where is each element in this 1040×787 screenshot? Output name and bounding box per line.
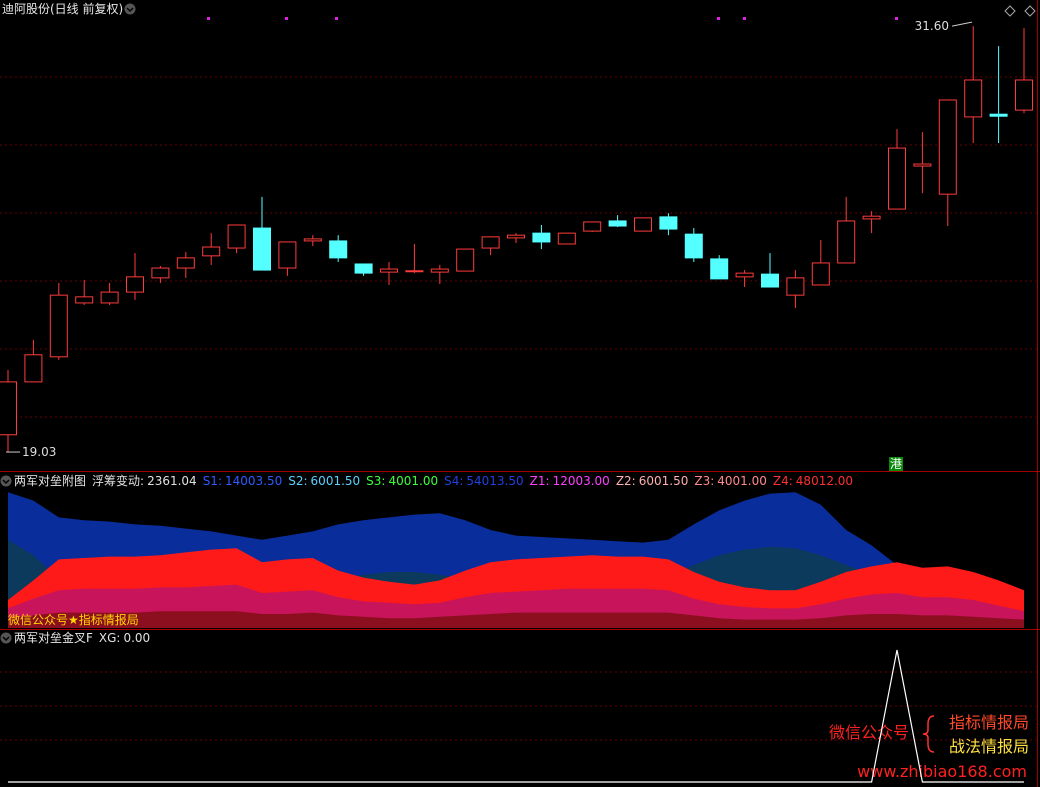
candle-body xyxy=(303,238,322,242)
collapse-icon[interactable] xyxy=(0,475,12,487)
candle-body xyxy=(354,263,373,274)
panel-title: 两军对垒附图 xyxy=(14,474,87,488)
badge: 港 xyxy=(890,457,902,471)
candle-body xyxy=(278,241,297,269)
candle-body xyxy=(100,291,119,304)
candle-body xyxy=(151,267,170,279)
collapse-chevron xyxy=(126,7,134,13)
readout-name: S3: xyxy=(366,474,386,488)
watermark-name1: 指标情报局 xyxy=(949,713,1029,732)
readout-value: 12003.00 xyxy=(552,474,610,488)
candle-body xyxy=(888,147,906,210)
readout-value: 54013.50 xyxy=(466,474,524,488)
candle-body xyxy=(608,220,627,227)
brace xyxy=(922,715,935,753)
candle-body xyxy=(202,246,221,257)
readout-name: S2: xyxy=(288,474,308,488)
candle-body xyxy=(837,220,856,264)
readout-name: Z1: xyxy=(529,474,550,488)
candle-body xyxy=(253,227,271,271)
candle-body xyxy=(430,268,449,273)
candle-body xyxy=(49,294,68,358)
panel-header: 两军对垒金叉F XG: 0.00 xyxy=(14,631,156,645)
candle-body xyxy=(557,232,576,245)
readout-name: XG: xyxy=(98,631,121,645)
candle-body xyxy=(634,217,652,232)
panel-caption: 微信公众号★指标情报局 xyxy=(8,612,139,627)
candle-body xyxy=(329,240,348,259)
candle-body xyxy=(938,99,957,195)
candle-body xyxy=(405,270,424,273)
candle-body xyxy=(126,276,144,293)
collapse-chevron xyxy=(2,636,10,642)
watermark-url: www.zhibiao168.com xyxy=(857,762,1027,781)
candle-body xyxy=(761,273,779,288)
candle-body xyxy=(862,215,881,220)
area xyxy=(8,611,1024,628)
candle-body xyxy=(735,272,754,278)
candle-body xyxy=(0,381,17,436)
candle-body xyxy=(24,354,43,383)
badge-bg xyxy=(889,457,903,471)
collapse-icon[interactable] xyxy=(0,632,12,644)
panel-header: 两军对垒附图 浮筹变动: 2361.04 S1: 14003.50 S2: 6001.50 S… xyxy=(14,474,859,488)
candle-body xyxy=(380,268,398,273)
collapse-chevron xyxy=(2,479,10,485)
readout-name: Z4: xyxy=(772,474,793,488)
readout-name: Z3: xyxy=(694,474,715,488)
signal-dots xyxy=(207,17,898,20)
panel-title: 两军对垒金叉F xyxy=(14,631,93,645)
candle-body xyxy=(964,79,983,118)
readout-name: 浮筹变动: xyxy=(92,474,145,488)
readout-name: Z2: xyxy=(615,474,636,488)
line xyxy=(8,649,1024,783)
readout-value: 6001.50 xyxy=(310,474,361,488)
candle-body xyxy=(456,248,475,272)
readout-value: 0.00 xyxy=(123,631,151,645)
candle-body xyxy=(913,163,932,167)
candle-body xyxy=(1015,79,1033,111)
candle-body xyxy=(989,113,1008,117)
candle-body xyxy=(811,262,830,286)
collapse-icon[interactable] xyxy=(124,3,136,15)
readout-name: S4: xyxy=(444,474,464,488)
candle-body xyxy=(75,296,94,304)
candle-body xyxy=(583,221,602,232)
candle-body xyxy=(227,224,246,249)
candle-body xyxy=(684,233,703,259)
readout-value: 4001.00 xyxy=(388,474,439,488)
readout-value: 2361.04 xyxy=(147,474,197,488)
mark-label: 19.03 xyxy=(22,445,56,459)
candle-body xyxy=(481,236,500,249)
readout-value: 48012.00 xyxy=(795,474,854,488)
panel-title: 迪阿股份(日线 前复权) xyxy=(2,2,124,16)
candle-body xyxy=(532,232,551,243)
watermark-name2: 战法情报局 xyxy=(949,737,1029,756)
candle-body xyxy=(176,257,195,269)
candle-body xyxy=(710,258,729,280)
mark-arrow xyxy=(951,21,973,27)
readout-value: 14003.50 xyxy=(224,474,283,488)
window-icons[interactable] xyxy=(1004,5,1036,17)
candle-body xyxy=(659,216,678,230)
readout-value: 4001.00 xyxy=(717,474,767,488)
candle-body xyxy=(786,277,805,296)
mark-label: 31.60 xyxy=(915,19,949,33)
readout-name: S1: xyxy=(202,474,222,488)
panel-header: 迪阿股份(日线 前复权) xyxy=(2,2,129,16)
watermark-account: 微信公众号 xyxy=(829,723,909,742)
candle-body xyxy=(507,234,525,239)
readout-value: 6001.50 xyxy=(638,474,689,488)
